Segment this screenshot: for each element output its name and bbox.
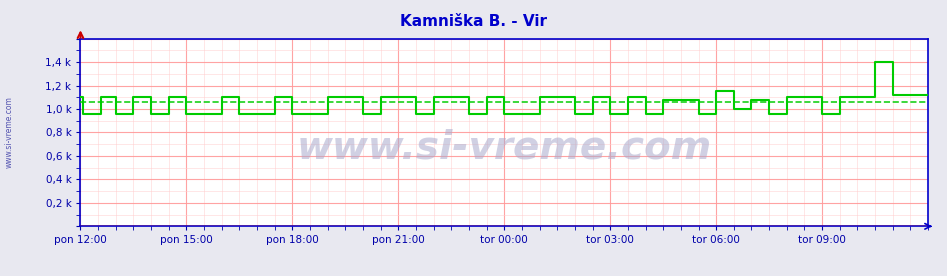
Text: Kamniška B. - Vir: Kamniška B. - Vir	[400, 14, 547, 29]
Text: www.si-vreme.com: www.si-vreme.com	[5, 97, 14, 168]
Text: www.si-vreme.com: www.si-vreme.com	[296, 129, 712, 166]
